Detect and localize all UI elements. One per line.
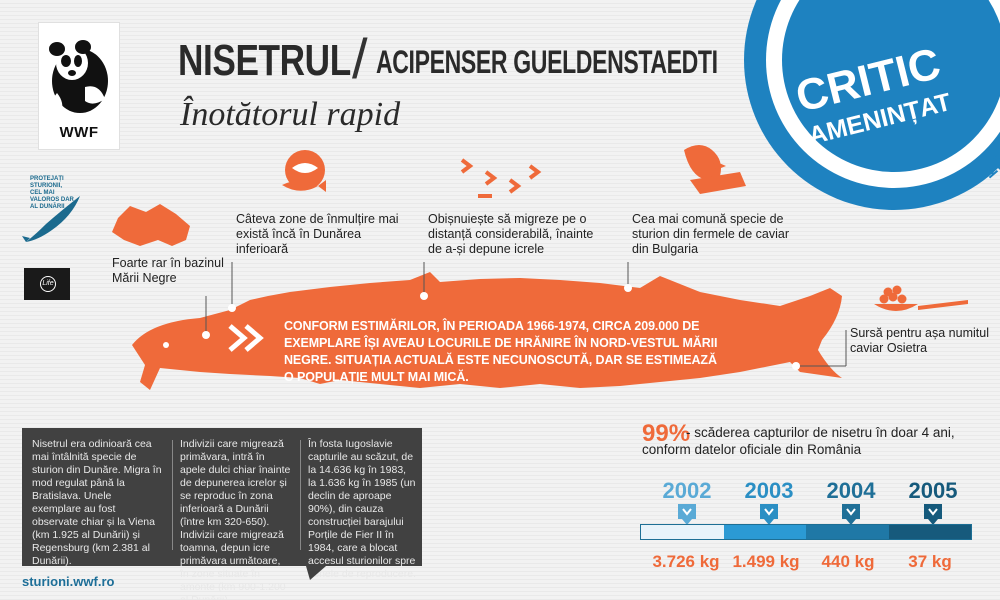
website-link[interactable]: sturioni.wwf.ro xyxy=(22,574,115,589)
farmed-fish-hand-icon xyxy=(684,145,746,194)
page-subtitle: Înotătorul rapid xyxy=(180,96,401,133)
fact-rare-black-sea: Foarte rar în bazinul Mării Negre xyxy=(112,256,224,285)
sturgeon-project-logo: PROTEJAȚI STURIONII, CEL MAI VALOROS DAR… xyxy=(22,176,84,246)
fact-osietra: Sursă pentru așa numitul caviar Osietra xyxy=(850,326,989,355)
catch-2004: 440 kg xyxy=(821,552,875,571)
panda-icon xyxy=(49,40,108,113)
page-title: NISETRUL xyxy=(178,36,351,85)
decline-percent: 99% xyxy=(642,420,691,447)
sturgeon-project-text: PROTEJAȚI STURIONII, CEL MAI VALOROS DAR… xyxy=(30,176,74,210)
eu-life-logo: Life xyxy=(24,268,70,300)
caviar-spoon-icon xyxy=(874,285,968,311)
catch-2003: 1.499 kg xyxy=(732,552,800,571)
decline-source: conform datelor oficiale din România xyxy=(642,442,862,457)
black-sea-map-icon xyxy=(112,204,190,246)
fact-migration: Obișnuiește să migreze pe o distanță con… xyxy=(428,212,594,256)
title-slash: / xyxy=(352,27,368,90)
population-estimate-text: Conform estimărilor, în perioada 1966-19… xyxy=(284,319,718,384)
info-column-history: Nisetrul era odinioară cea mai întâlnită… xyxy=(32,438,162,567)
timeline-segment-2004 xyxy=(806,525,889,539)
info-box: Nisetrul era odinioară cea mai întâlnită… xyxy=(22,428,422,600)
decline-text: - scăderea capturilor de nisetru în doar… xyxy=(686,425,955,440)
marker-2003 xyxy=(760,504,778,525)
catch-2005: 37 kg xyxy=(908,552,952,571)
catch-2002: 3.726 kg xyxy=(652,552,720,571)
eu-life-icon: Life xyxy=(40,276,56,292)
timeline-segment-2003 xyxy=(723,525,806,539)
spawning-fish-icon xyxy=(282,150,326,192)
marker-2002 xyxy=(678,504,696,525)
info-column-migration: Indivizii care migrează primăvara, intră… xyxy=(180,438,291,600)
status-badge: STATUT STATUT STATUT CRITIC AMENINȚAT xyxy=(744,0,1000,210)
info-divider xyxy=(300,440,301,550)
info-column-yugoslavia: În fosta Iugoslavie capturile au scăzut,… xyxy=(308,438,416,580)
info-box-pointer xyxy=(306,566,326,580)
timeline-bar xyxy=(640,524,972,540)
timeline-segment-2005 xyxy=(888,525,971,539)
year-2004: 2004 xyxy=(826,478,876,503)
year-2005: 2005 xyxy=(908,478,958,503)
fact-caviar-farms: Cea mai comună specie de sturion din fer… xyxy=(632,212,790,256)
latin-name: ACIPENSER GUELDENSTAEDTI xyxy=(376,44,718,80)
migration-arrows-icon xyxy=(460,158,542,198)
fish-eye xyxy=(163,342,169,348)
sturgeon-icon xyxy=(22,196,80,242)
fact-spawning-zones: Câteva zone de înmulțire mai există încă… xyxy=(236,212,399,256)
timeline-segment-2002 xyxy=(641,525,724,539)
wwf-logo: WWF xyxy=(38,22,120,150)
year-2002: 2002 xyxy=(662,478,712,503)
double-chevron-icon xyxy=(228,324,264,352)
year-2003: 2003 xyxy=(744,478,794,503)
marker-2005 xyxy=(924,504,942,525)
info-divider xyxy=(172,440,173,550)
marker-2004 xyxy=(842,504,860,525)
wwf-logo-text: WWF xyxy=(59,124,99,141)
